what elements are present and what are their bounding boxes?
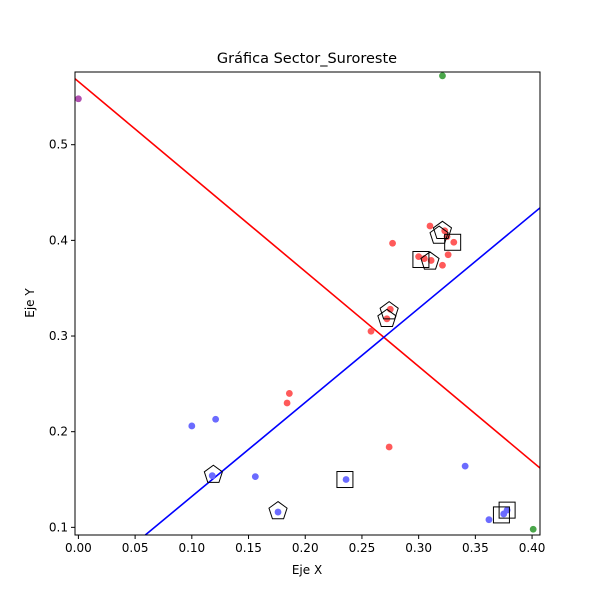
data-point-red: [389, 239, 396, 247]
data-point-blue: [212, 415, 220, 423]
y-axis: 0.1 0.2 0.3 0.4 0.5: [49, 138, 75, 534]
pentagon-marker: [432, 220, 453, 239]
x-axis: 0.00 0.05 0.10 0.15 0.20 0.25 0.30 0.35 0.40: [65, 535, 545, 555]
y-tick-label: 0.4: [49, 233, 68, 247]
x-tick-label: 0.40: [519, 541, 546, 555]
y-tick-label: 0.2: [49, 425, 68, 439]
data-point-blue: [274, 508, 282, 516]
chart-title: Gráfica Sector_Suroreste: [217, 51, 397, 67]
y-axis-label: Eje Y: [23, 288, 37, 318]
data-point-blue: [342, 476, 350, 483]
pentagon-marker: [429, 225, 449, 244]
data-point-green: [439, 72, 446, 80]
data-point-red: [444, 251, 452, 259]
data-point-purple: [75, 95, 82, 103]
pentagon-marker: [268, 500, 288, 520]
y-tick-label: 0.5: [49, 138, 68, 152]
data-point-blue: [208, 472, 216, 480]
x-tick-label: 0.05: [122, 541, 149, 555]
blue-trend-line: [144, 207, 540, 535]
data-point-red: [427, 257, 435, 264]
pentagon-marker: [420, 251, 440, 270]
pentagon-marker: [377, 308, 397, 327]
x-tick-label: 0.15: [235, 541, 262, 555]
square-marker: [492, 506, 510, 524]
data-point-red: [439, 261, 446, 269]
plot-frame: [74, 71, 541, 536]
data-point-red: [367, 327, 375, 335]
data-point-red: [283, 399, 291, 407]
data-point-red: [426, 222, 434, 230]
x-axis-label: Eje X: [292, 563, 322, 577]
x-tick-label: 0.25: [349, 541, 376, 555]
data-point-green: [529, 525, 537, 533]
y-tick-label: 0.3: [49, 329, 68, 343]
pentagon-marker: [379, 301, 399, 320]
x-tick-label: 0.10: [178, 541, 205, 555]
x-tick-label: 0.20: [292, 541, 319, 555]
data-point-red: [450, 238, 458, 246]
square-marker: [498, 501, 516, 519]
y-tick-label: 0.1: [49, 520, 68, 534]
square-marker: [336, 471, 354, 489]
x-tick-label: 0.35: [462, 541, 489, 555]
plot-area: [75, 72, 540, 535]
data-point-blue: [461, 462, 469, 470]
data-point-blue: [188, 422, 196, 430]
pentagon-marker: [203, 464, 223, 483]
data-point-red: [415, 253, 423, 261]
data-point-blue: [485, 516, 493, 524]
data-point-red: [285, 390, 293, 397]
red-trend-line: [75, 78, 540, 469]
square-marker: [444, 233, 462, 251]
data-point-red: [385, 443, 393, 451]
data-point-blue: [500, 510, 508, 518]
x-tick-label: 0.30: [405, 541, 432, 555]
x-tick-label: 0.00: [65, 541, 92, 555]
data-point-blue: [251, 473, 259, 481]
square-marker: [412, 250, 430, 268]
